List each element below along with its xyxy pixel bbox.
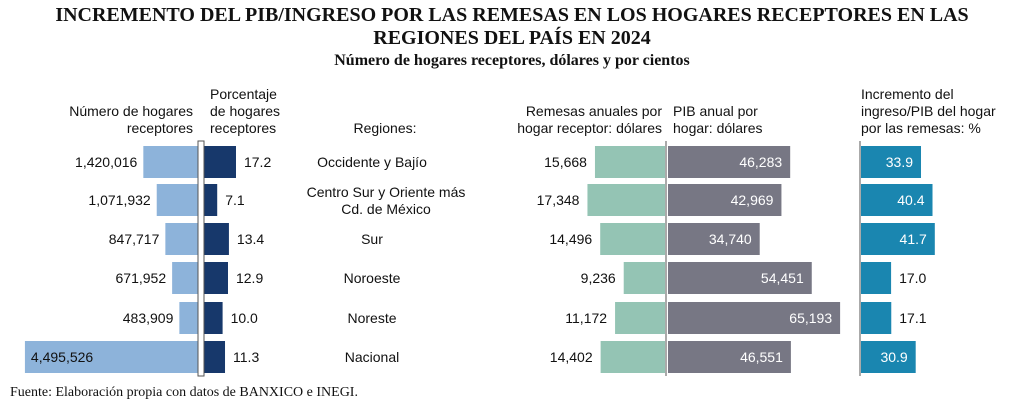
header-incremento: por las remesas: % bbox=[861, 120, 981, 136]
chart-subtitle: Número de hogares receptores, dólares y … bbox=[334, 52, 690, 69]
label-remesas: 9,236 bbox=[581, 270, 616, 286]
bar-remesas bbox=[615, 302, 665, 334]
bar-incremento bbox=[861, 184, 933, 216]
label-incremento: 30.9 bbox=[880, 349, 907, 365]
region-label: Cd. de México bbox=[341, 201, 431, 217]
label-pib: 34,740 bbox=[709, 231, 752, 247]
bar-hogares bbox=[143, 146, 198, 178]
label-pib: 46,551 bbox=[740, 349, 783, 365]
bar-hogares bbox=[165, 223, 198, 255]
header-hogares: receptores bbox=[127, 120, 193, 136]
bar-porcentaje bbox=[204, 146, 236, 178]
label-porcentaje: 10.0 bbox=[231, 310, 258, 326]
label-incremento: 33.9 bbox=[886, 154, 913, 170]
bar-hogares bbox=[179, 302, 198, 334]
header-remesas: hogar receptor: dólares bbox=[517, 120, 662, 136]
label-pib: 42,969 bbox=[731, 192, 774, 208]
label-porcentaje: 12.9 bbox=[236, 270, 263, 286]
bar-pib bbox=[668, 184, 782, 216]
region-label: Centro Sur y Oriente más bbox=[307, 184, 466, 200]
bar-pib bbox=[668, 146, 791, 178]
header-remesas: Remesas anuales por bbox=[526, 103, 663, 119]
label-porcentaje: 11.3 bbox=[233, 349, 259, 365]
header-pib: hogar: dólares bbox=[673, 120, 763, 136]
label-remesas: 11,172 bbox=[565, 310, 607, 326]
label-hogares: 1,071,932 bbox=[88, 192, 150, 208]
bar-pib bbox=[668, 302, 841, 334]
region-label: Sur bbox=[361, 231, 383, 247]
label-incremento: 40.4 bbox=[897, 192, 924, 208]
bar-pib bbox=[668, 223, 760, 255]
region-label: Noreste bbox=[347, 310, 396, 326]
bar-porcentaje bbox=[204, 223, 229, 255]
label-porcentaje: 13.4 bbox=[237, 231, 264, 247]
header-hogares: Número de hogares bbox=[69, 103, 193, 119]
bar-porcentaje bbox=[204, 262, 228, 294]
bar-porcentaje bbox=[204, 184, 218, 216]
label-remesas: 14,496 bbox=[549, 231, 592, 247]
label-incremento: 41.7 bbox=[900, 231, 927, 247]
label-pib: 54,451 bbox=[761, 270, 804, 286]
source-note: Fuente: Elaboración propia con datos de … bbox=[10, 385, 358, 400]
label-incremento: 17.1 bbox=[899, 310, 926, 326]
header-porcentaje: receptores bbox=[210, 120, 276, 136]
label-porcentaje: 7.1 bbox=[225, 192, 245, 208]
bar-incremento bbox=[861, 341, 916, 373]
title-line-1: INCREMENTO DEL PIB/INGRESO POR LAS REMES… bbox=[55, 4, 969, 26]
bar-remesas bbox=[600, 341, 665, 373]
bar-hogares bbox=[172, 262, 198, 294]
bar-hogares bbox=[24, 341, 199, 373]
label-hogares: 1,420,016 bbox=[75, 154, 137, 170]
header-incremento: ingreso/PIB del hogar bbox=[861, 103, 996, 119]
axis-hogares bbox=[197, 140, 205, 377]
bar-incremento bbox=[861, 146, 922, 178]
bar-remesas bbox=[623, 262, 665, 294]
bar-incremento bbox=[861, 302, 892, 334]
label-hogares: 671,952 bbox=[116, 270, 167, 286]
bar-remesas bbox=[594, 146, 665, 178]
region-label: Occidente y Bajío bbox=[317, 154, 427, 170]
header-incremento: Incremento del bbox=[861, 86, 954, 102]
bar-remesas bbox=[587, 184, 665, 216]
label-pib: 65,193 bbox=[789, 310, 832, 326]
header-porcentaje: de hogares bbox=[210, 103, 280, 119]
bar-porcentaje bbox=[204, 302, 223, 334]
bar-porcentaje bbox=[204, 341, 226, 373]
header-regiones: Regiones: bbox=[353, 120, 416, 136]
header-porcentaje: Porcentaje bbox=[210, 86, 277, 102]
region-label: Nacional bbox=[345, 349, 399, 365]
bar-hogares bbox=[156, 184, 198, 216]
bar-incremento bbox=[861, 262, 892, 294]
label-hogares: 4,495,526 bbox=[31, 349, 93, 365]
label-remesas: 15,668 bbox=[544, 154, 587, 170]
bar-pib bbox=[668, 262, 812, 294]
title-line-2: REGIONES DEL PAÍS EN 2024 bbox=[373, 27, 651, 49]
bar-incremento bbox=[861, 223, 935, 255]
label-remesas: 14,402 bbox=[550, 349, 593, 365]
region-label: Noroeste bbox=[344, 270, 401, 286]
label-porcentaje: 17.2 bbox=[244, 154, 271, 170]
label-remesas: 17,348 bbox=[537, 192, 580, 208]
label-incremento: 17.0 bbox=[899, 270, 926, 286]
label-hogares: 847,717 bbox=[109, 231, 160, 247]
bar-pib bbox=[668, 341, 791, 373]
label-pib: 46,283 bbox=[739, 154, 782, 170]
header-pib: PIB anual por bbox=[673, 103, 758, 119]
bar-remesas bbox=[600, 223, 665, 255]
chart-title: INCREMENTO DEL PIB/INGRESO POR LAS REMES… bbox=[0, 4, 1024, 50]
label-hogares: 483,909 bbox=[123, 310, 174, 326]
